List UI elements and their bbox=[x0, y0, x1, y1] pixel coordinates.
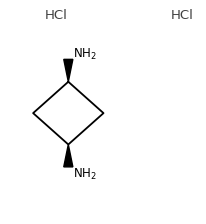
Polygon shape bbox=[63, 59, 73, 82]
Text: HCl: HCl bbox=[44, 9, 67, 22]
Text: NH$_2$: NH$_2$ bbox=[73, 167, 97, 182]
Text: NH$_2$: NH$_2$ bbox=[73, 47, 97, 62]
Text: HCl: HCl bbox=[170, 9, 193, 22]
Polygon shape bbox=[63, 144, 73, 167]
